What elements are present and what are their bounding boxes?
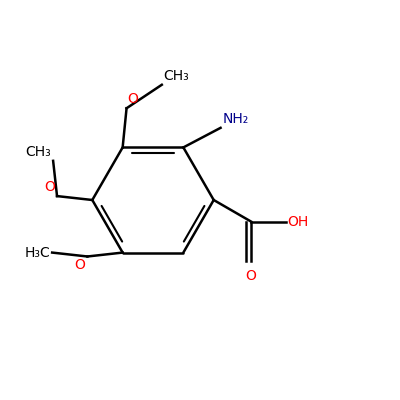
Text: CH₃: CH₃ [26,145,51,159]
Text: O: O [44,180,55,194]
Text: H₃C: H₃C [24,246,50,260]
Text: O: O [127,92,138,106]
Text: OH: OH [288,214,309,228]
Text: NH₂: NH₂ [222,112,249,126]
Text: O: O [246,268,256,282]
Text: CH₃: CH₃ [163,69,189,83]
Text: O: O [74,258,86,272]
